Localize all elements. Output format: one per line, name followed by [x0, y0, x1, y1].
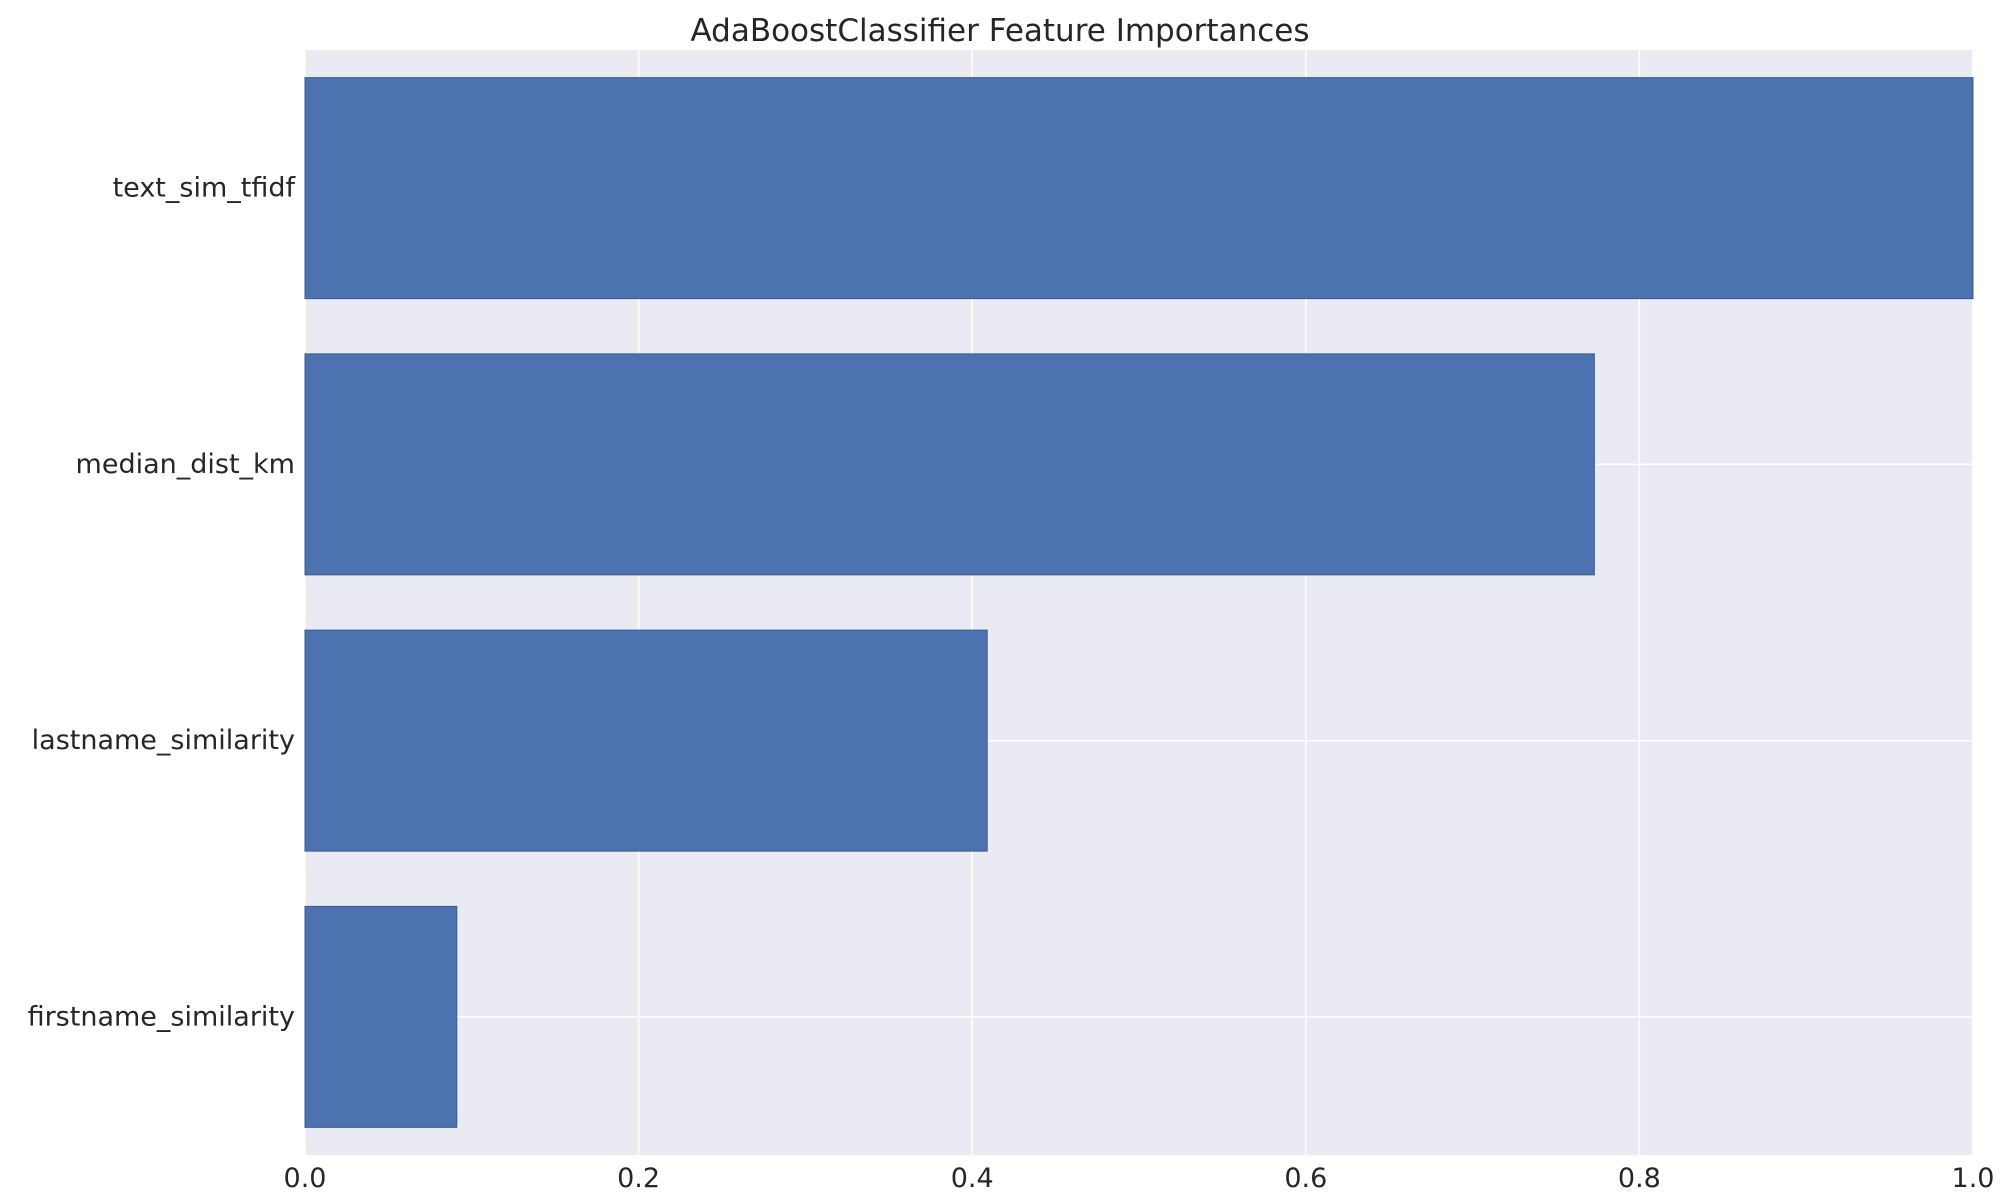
bar-median-dist-km: [304, 353, 1595, 576]
x-tick-label: 1.0: [1952, 1163, 1995, 1194]
x-tick-label: 0.2: [617, 1163, 660, 1194]
y-tick-label: text_sim_tfidf: [113, 173, 297, 204]
bars: [304, 77, 1974, 1128]
y-tick-labels: text_sim_tfidf median_dist_km lastname_sim…: [28, 173, 297, 1033]
x-tick-label: 0.8: [1618, 1163, 1661, 1194]
bar-text-sim-tfidf: [304, 77, 1974, 300]
x-tick-label: 0.0: [284, 1163, 327, 1194]
bar-firstname-similarity: [304, 905, 458, 1128]
y-tick-label: firstname_similarity: [28, 1001, 295, 1032]
y-tick-label: lastname_similarity: [32, 725, 295, 756]
bar-lastname-similarity: [304, 629, 988, 852]
y-tick-label: median_dist_km: [76, 449, 295, 480]
x-tick-label: 0.6: [1284, 1163, 1327, 1194]
x-tick-labels: 0.0 0.2 0.4 0.6 0.8 1.0: [284, 1163, 1995, 1194]
x-tick-label: 0.4: [951, 1163, 994, 1194]
chart-title: AdaBoostClassifier Feature Importances: [690, 13, 1309, 49]
